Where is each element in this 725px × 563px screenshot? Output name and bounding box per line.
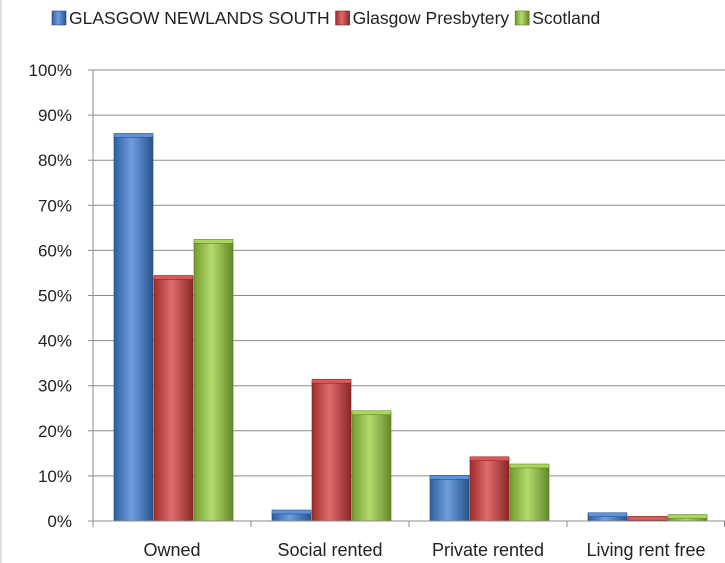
y-tick-label: 60% [38, 241, 72, 260]
y-tick-label: 70% [38, 196, 72, 215]
bar-top-3-1 [627, 516, 668, 521]
legend-swatch [51, 10, 67, 26]
y-tick-label: 0% [47, 512, 72, 531]
y-tick-label: 100% [29, 61, 72, 80]
legend-swatch [514, 10, 530, 26]
bar-top-1-1 [311, 378, 352, 384]
legend-item: GLASGOW NEWLANDS SOUTH [51, 8, 330, 28]
bar-0-0 [113, 135, 154, 522]
y-tick-label: 40% [38, 332, 72, 351]
bar-0-1 [153, 277, 194, 522]
bar-top-0-1 [153, 275, 194, 280]
x-category-label: Private rented [432, 540, 544, 560]
y-tick-label: 10% [38, 467, 72, 486]
bar-2-2 [509, 465, 550, 522]
bar-2-0 [429, 476, 470, 522]
y-tick-label: 50% [38, 287, 72, 306]
x-axis [92, 520, 725, 527]
legend-label: Scotland [532, 8, 600, 28]
bar-top-0-2 [193, 239, 234, 244]
x-category-label: Social rented [277, 540, 382, 560]
legend-swatch [335, 10, 350, 26]
bar-top-3-0 [587, 512, 628, 517]
y-tick-label: 80% [38, 151, 72, 170]
bar-top-2-1 [469, 456, 510, 462]
legend-label: Glasgow Presbytery [353, 8, 510, 28]
x-axis-category-labels: Owned Social rented Private rented Living r… [143, 540, 705, 560]
legend-item: Scotland [514, 8, 600, 28]
y-tick-label: 90% [38, 106, 72, 125]
bar-1-2 [351, 412, 392, 522]
legend-item: Glasgow Presbytery [335, 8, 510, 28]
bar-0-2 [193, 241, 234, 522]
bar-top-1-0 [271, 509, 312, 515]
bar-top-3-2 [667, 514, 708, 519]
y-tick-label: 20% [38, 422, 72, 441]
bar-top-2-0 [429, 475, 470, 480]
bars [113, 133, 708, 522]
bar-top-0-0 [113, 133, 154, 138]
x-category-label: Living rent free [586, 540, 705, 560]
legend: GLASGOW NEWLANDS SOUTH Glasgow Presbytery… [51, 8, 600, 28]
bar-top-2-2 [509, 463, 550, 469]
legend-label: GLASGOW NEWLANDS SOUTH [69, 8, 330, 28]
y-axis-tick-labels: 0% 10% 20% 30% 40% 50% 60% 70% 80% 90% 100% [29, 61, 72, 531]
bar-1-1 [311, 380, 352, 522]
x-category-label: Owned [143, 540, 200, 560]
bar-2-1 [469, 458, 510, 522]
y-tick-label: 30% [38, 377, 72, 396]
bar-top-1-2 [351, 410, 392, 416]
